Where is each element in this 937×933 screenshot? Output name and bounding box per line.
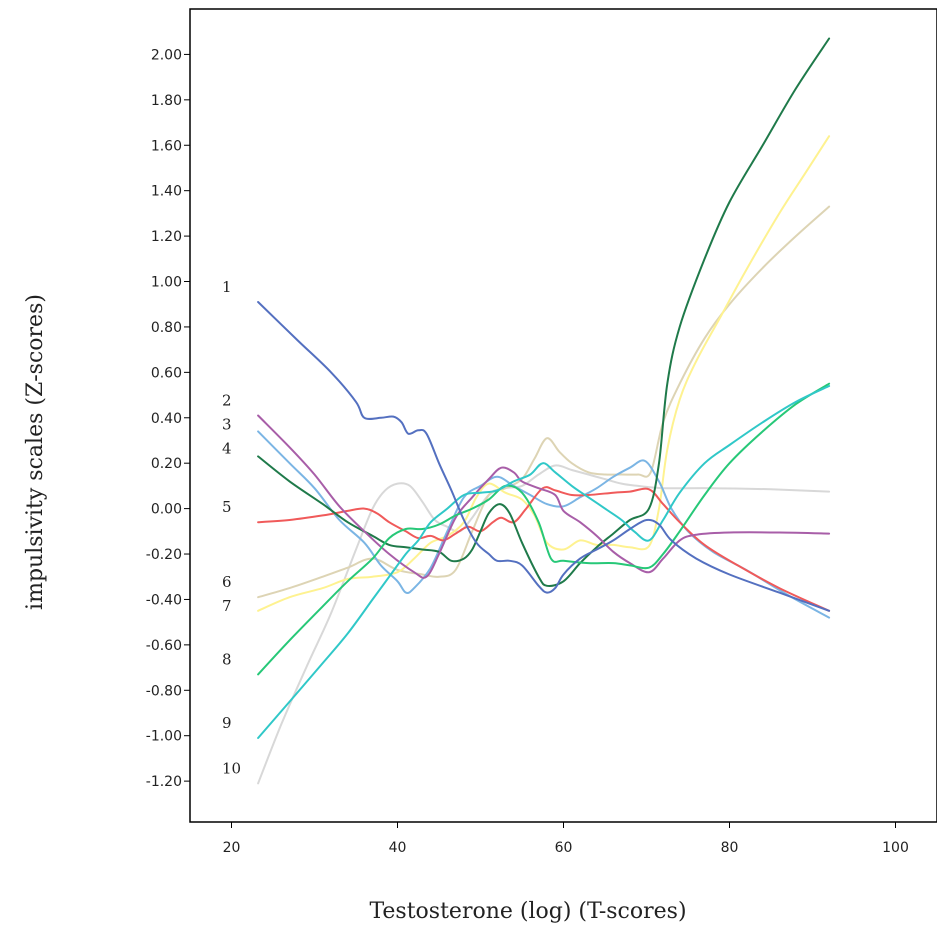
y-tick-label: 0.40: [151, 411, 182, 427]
series-line-4: [257, 37, 831, 587]
y-tick-label: 1.20: [151, 229, 182, 245]
series-label-5: 5: [222, 498, 232, 516]
y-tick-label: -1.20: [146, 774, 182, 790]
y-tick-label: -0.20: [146, 547, 182, 563]
series-label-9: 9: [222, 714, 232, 732]
plot-frame: [189, 8, 937, 823]
series-label-2: 2: [222, 392, 232, 410]
y-axis-title: impulsivity scales (Z-scores): [23, 294, 48, 610]
y-tick-label: 1.00: [151, 275, 182, 291]
y-tick-label: 0.80: [151, 320, 182, 336]
x-tick-label: 100: [882, 840, 909, 856]
y-tick-label: 0.20: [151, 456, 182, 472]
x-axis: 20 40 60 80 100: [223, 822, 909, 856]
y-tick-label: -0.40: [146, 592, 182, 608]
series-line-8: [257, 382, 831, 676]
x-tick-label: 20: [223, 840, 241, 856]
x-tick-label: 40: [389, 840, 407, 856]
series-line-1: [257, 301, 831, 612]
series-label-7: 7: [222, 597, 232, 615]
y-tick-label: 1.40: [151, 184, 182, 200]
y-tick-label: 0.60: [151, 365, 182, 381]
y-tick-label: 1.60: [151, 138, 182, 154]
series-label-6: 6: [222, 573, 232, 591]
series-lines: [257, 37, 831, 785]
y-tick-label: -0.80: [146, 683, 182, 699]
series-line-3: [257, 430, 831, 619]
y-tick-label: -1.00: [146, 729, 182, 745]
series-label-8: 8: [222, 650, 232, 668]
series-line-7: [257, 135, 831, 612]
series-line-9: [257, 385, 831, 739]
series-label-10: 10: [222, 759, 241, 777]
series-label-4: 4: [222, 440, 232, 458]
series-label-1: 1: [222, 278, 232, 296]
y-tick-label: -0.60: [146, 638, 182, 654]
series-labels: 1 2 3 4 5 6 7 8 9 10: [222, 278, 241, 777]
series-label-3: 3: [222, 416, 232, 434]
series-line-5: [257, 486, 831, 612]
y-axis: 2.00 1.80 1.60 1.40 1.20 1.00 0.80 0.60 0.40 0.20…: [146, 47, 190, 790]
x-tick-label: 80: [721, 840, 739, 856]
series-line-6: [257, 205, 831, 599]
y-tick-label: 1.80: [151, 93, 182, 109]
y-tick-label: 2.00: [151, 47, 182, 63]
x-tick-label: 60: [555, 840, 573, 856]
x-axis-title: Testosterone (log) (T-scores): [369, 899, 686, 924]
y-tick-label: 0.00: [151, 502, 182, 518]
series-line-10: [257, 464, 831, 785]
